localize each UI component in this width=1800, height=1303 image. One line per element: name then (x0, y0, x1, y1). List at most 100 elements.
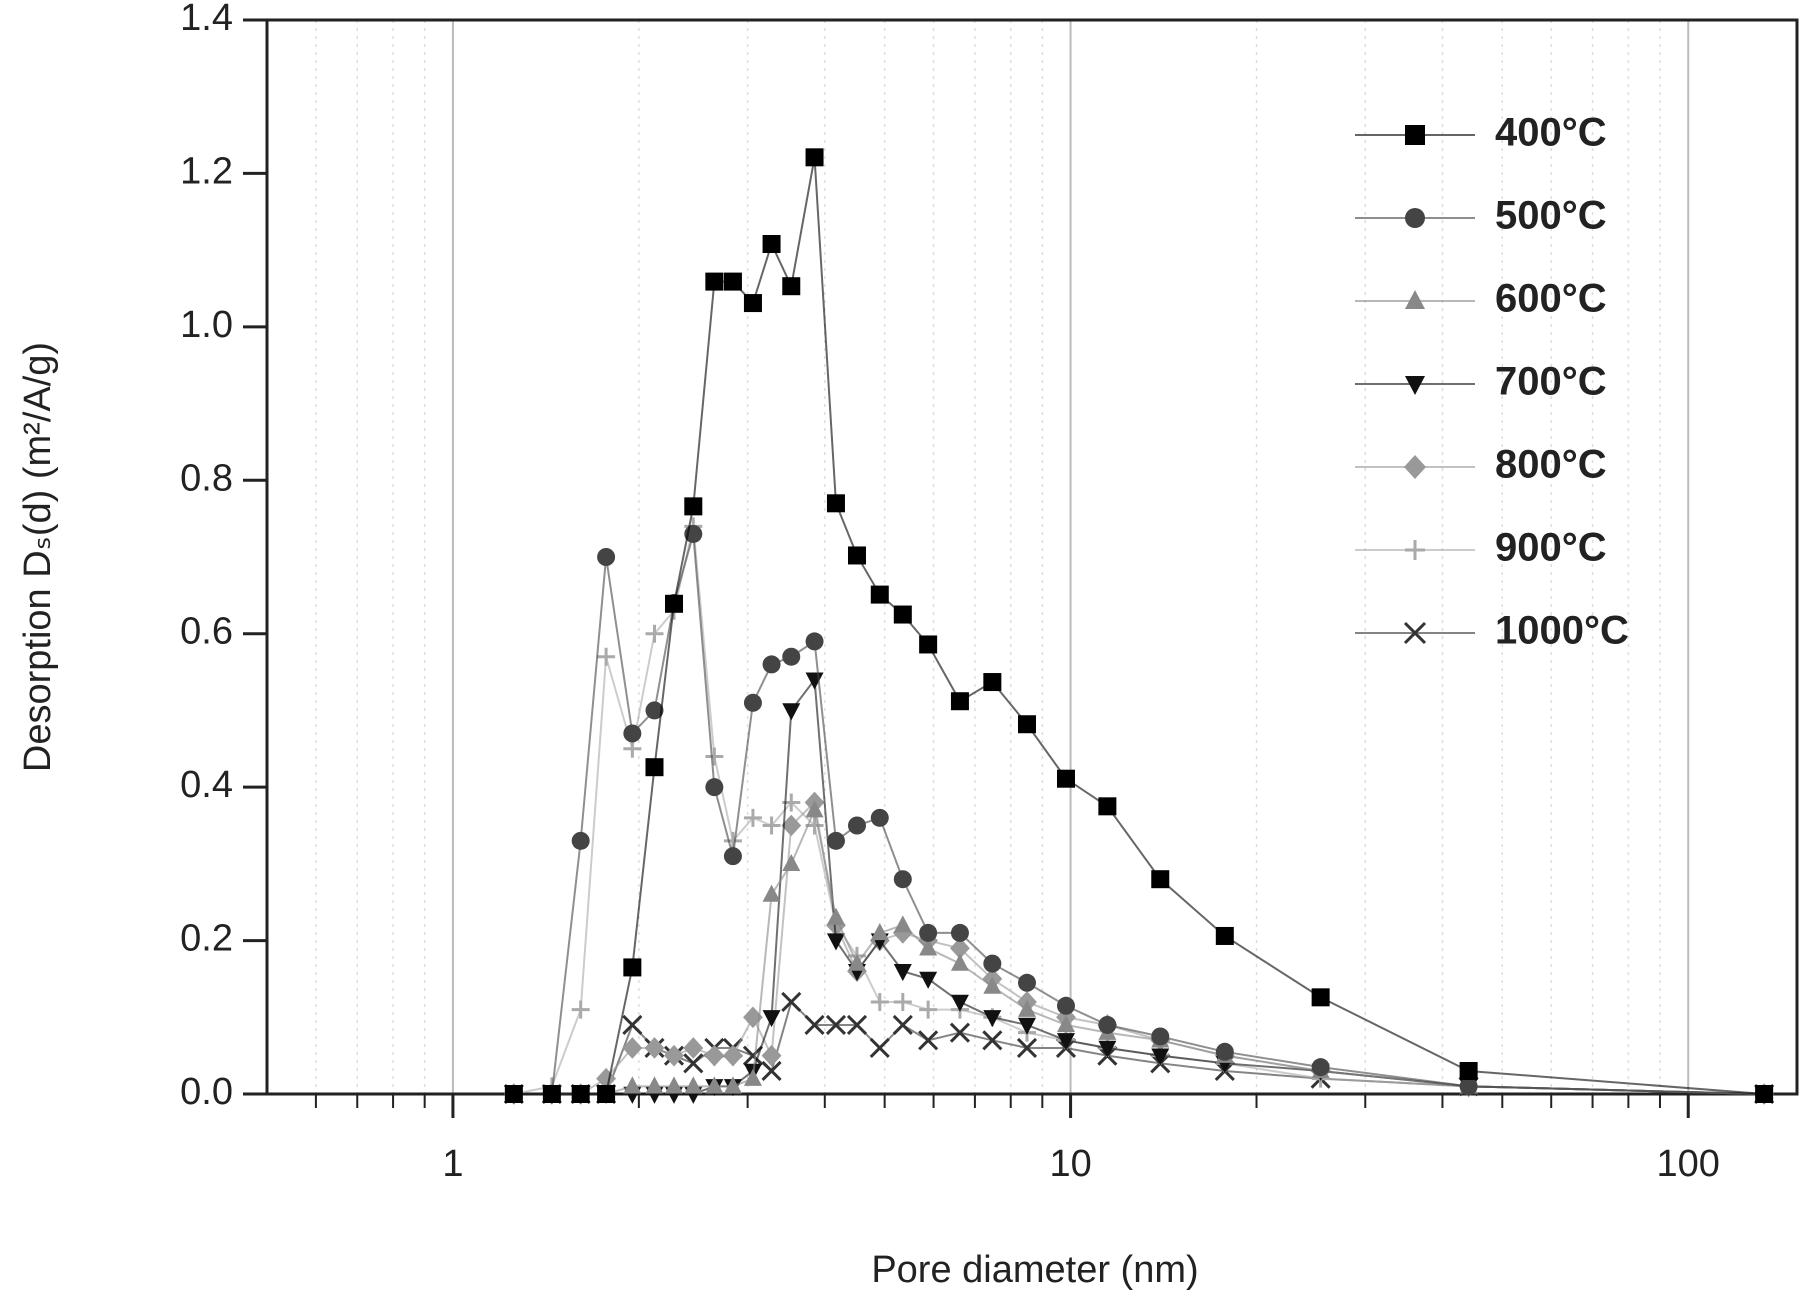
legend-marker (1405, 125, 1425, 145)
series (504, 148, 1774, 1103)
marker (1056, 769, 1075, 788)
marker (683, 1053, 704, 1074)
marker (1017, 999, 1036, 1017)
marker (743, 1068, 762, 1086)
marker (950, 923, 969, 942)
marker (1056, 996, 1075, 1015)
marker (870, 808, 889, 827)
marker (982, 1030, 1003, 1051)
y-tick-label: 0.8 (180, 457, 233, 499)
marker (762, 235, 781, 254)
marker (1215, 926, 1234, 945)
legend-marker (1404, 455, 1426, 479)
marker (1017, 973, 1036, 992)
series-line (513, 800, 1765, 1095)
marker (1098, 797, 1117, 816)
marker (870, 992, 889, 1011)
marker (623, 958, 642, 977)
marker (826, 831, 845, 850)
marker (1151, 1027, 1170, 1046)
marker (664, 1044, 684, 1067)
marker (983, 954, 1002, 973)
marker (622, 1014, 643, 1036)
marker (919, 971, 938, 989)
marker (892, 1014, 913, 1036)
marker (571, 831, 590, 850)
marker (1056, 1015, 1075, 1033)
marker (782, 703, 801, 721)
marker (1459, 1077, 1478, 1096)
marker (826, 907, 845, 925)
marker (705, 1076, 724, 1094)
marker (723, 1044, 743, 1067)
marker (723, 272, 742, 291)
marker (1016, 1037, 1038, 1059)
marker (597, 548, 616, 566)
marker (705, 272, 724, 291)
marker (826, 494, 845, 513)
marker (893, 992, 912, 1011)
marker (1215, 1042, 1234, 1061)
marker (983, 1010, 1002, 1028)
marker (645, 758, 664, 777)
marker (870, 923, 889, 941)
marker (761, 1044, 782, 1067)
marker (683, 1037, 704, 1059)
marker (893, 605, 912, 624)
marker (826, 933, 845, 951)
marker (1151, 1048, 1170, 1066)
marker (704, 1044, 725, 1067)
marker (645, 701, 664, 720)
marker (1098, 1040, 1117, 1058)
legend-label: 1000°C (1495, 609, 1629, 653)
marker (684, 1076, 703, 1094)
y-tick-label: 1.2 (180, 150, 233, 192)
legend-label: 500°C (1495, 194, 1607, 238)
marker (1755, 1085, 1774, 1103)
marker (1017, 715, 1036, 734)
marker (597, 1085, 616, 1103)
y-tick-label: 1.4 (180, 0, 233, 39)
marker (644, 1037, 665, 1059)
marker (623, 724, 642, 743)
marker (571, 1085, 590, 1103)
marker (542, 1085, 561, 1103)
marker (723, 831, 742, 850)
y-tick-label: 1.0 (180, 304, 233, 346)
marker (919, 938, 938, 956)
legend-marker (1405, 208, 1425, 228)
marker (781, 814, 802, 837)
marker (949, 1022, 970, 1043)
marker (919, 1000, 938, 1019)
marker (919, 635, 938, 654)
y-tick-label: 0.2 (180, 918, 233, 960)
marker (623, 739, 642, 758)
legend-marker (1405, 376, 1425, 395)
marker (665, 594, 684, 613)
marker (782, 853, 801, 872)
marker (705, 747, 724, 766)
marker (983, 673, 1002, 692)
marker (782, 277, 801, 296)
legend-label: 700°C (1495, 360, 1607, 404)
x-tick-label: 1 (442, 1143, 463, 1185)
marker (919, 923, 938, 942)
marker (847, 953, 866, 971)
marker (645, 624, 664, 643)
y-axis-title: Desorption Dₛ(d) (m²/A/g) (17, 342, 59, 772)
marker (1098, 1015, 1117, 1034)
marker (805, 632, 824, 651)
marker (782, 647, 801, 666)
marker (950, 994, 969, 1012)
marker (742, 1045, 763, 1066)
marker (1311, 988, 1330, 1007)
marker (743, 693, 762, 712)
marker (918, 1030, 939, 1051)
legend-marker (1403, 621, 1427, 645)
marker (847, 546, 866, 565)
marker (870, 585, 889, 604)
marker (504, 1085, 523, 1103)
marker (762, 816, 781, 835)
legend-label: 900°C (1495, 526, 1607, 570)
marker (805, 148, 824, 167)
